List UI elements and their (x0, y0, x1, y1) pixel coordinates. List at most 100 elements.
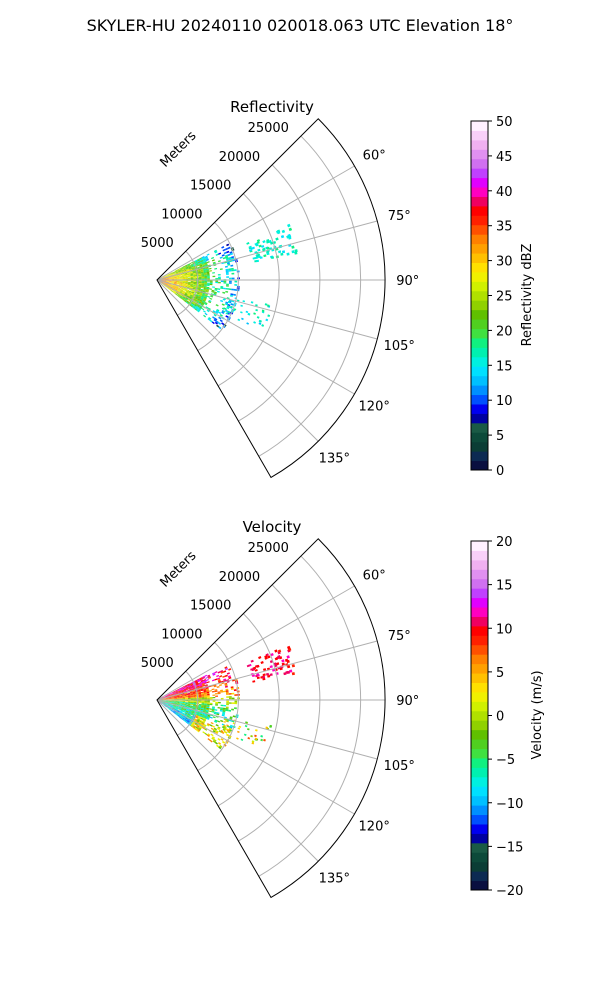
echo-cell (187, 685, 191, 688)
echo-cell (187, 282, 191, 284)
echo-cell (204, 295, 208, 298)
echo-cell (223, 678, 227, 681)
colorbar-segment (471, 234, 488, 245)
echo-cell (207, 276, 210, 278)
echo-cell (225, 690, 229, 693)
echo-cell (176, 695, 180, 697)
echo-cell (187, 277, 191, 279)
echo-cell (193, 694, 196, 696)
colorbar-segment (471, 823, 488, 834)
echo-cell (198, 281, 202, 283)
polar-grid (156, 118, 386, 479)
echo-cell (204, 713, 208, 716)
echo-cell (212, 736, 216, 739)
echo-cell (245, 310, 249, 314)
echo-cell (171, 701, 175, 702)
echo-cell (187, 694, 191, 696)
echo-cell (262, 673, 266, 677)
echo-cell (179, 278, 183, 279)
echo-cell (185, 297, 189, 300)
echo-cell (187, 694, 191, 696)
echo-cell (216, 686, 220, 688)
echo-cell (179, 716, 183, 719)
echo-cell (170, 274, 174, 276)
echo-cell (198, 707, 201, 709)
range-axis-label: Meters (158, 128, 200, 170)
echo-cell (181, 293, 185, 296)
echo-cell (179, 267, 183, 269)
echo-cell (211, 737, 215, 741)
echo-cell (228, 269, 232, 272)
echo-cell (179, 284, 183, 286)
echo-cell (209, 708, 212, 710)
echo-cell (181, 292, 185, 295)
figure-title: SKYLER-HU 20240110 020018.063 UTC Elevat… (86, 16, 514, 35)
echo-cell (189, 682, 193, 685)
echo-cell (162, 282, 166, 284)
panel-title: Velocity (243, 518, 302, 536)
echo-cell (189, 715, 193, 718)
echo-cell (196, 720, 200, 723)
echo-cell (185, 267, 189, 269)
echo-cell (214, 719, 218, 722)
echo-cell (229, 277, 232, 280)
echo-cell (201, 722, 205, 725)
echo-cell (177, 698, 180, 699)
colorbar-tick-label: 0 (496, 464, 504, 479)
echo-cell (213, 292, 217, 295)
echo-cell (191, 266, 195, 269)
echo-cell (179, 296, 183, 299)
echo-cell (171, 702, 175, 704)
echo-cell (201, 283, 205, 285)
echo-cell (184, 284, 188, 286)
echo-cell (228, 268, 232, 271)
echo-cell (218, 277, 221, 280)
echo-cell (217, 707, 221, 709)
echo-cell (225, 315, 229, 318)
echo-cell (204, 682, 208, 685)
echo-cell (195, 681, 199, 684)
echo-cell (211, 690, 215, 693)
echo-cell (205, 267, 209, 270)
echo-cell (206, 717, 210, 720)
colorbar-segment (471, 682, 488, 693)
echo-cell (167, 694, 171, 696)
echo-cell (190, 285, 193, 288)
echo-cell (187, 702, 191, 704)
echo-cell (231, 692, 235, 695)
echo-cell (171, 696, 174, 698)
colorbar-label: Velocity (m/s) (530, 670, 545, 759)
echo-cell (200, 723, 204, 726)
echo-cell (195, 716, 199, 719)
echo-cell (213, 711, 217, 714)
echo-cell (201, 721, 205, 725)
echo-cell (188, 292, 192, 294)
echo-cell (193, 277, 197, 279)
echo-cell (226, 703, 229, 706)
echo-cell (170, 284, 174, 287)
echo-cell (198, 716, 202, 718)
echo-cell (170, 694, 174, 696)
echo-cell (217, 288, 221, 290)
echo-cell (205, 268, 209, 271)
echo-cell (267, 655, 271, 659)
echo-cell (213, 728, 217, 732)
echo-cell (265, 726, 269, 729)
echo-cell (173, 283, 177, 285)
echo-cell (179, 703, 183, 704)
echo-cell (187, 284, 191, 286)
echo-cell (164, 704, 167, 707)
echo-cell (193, 697, 197, 699)
echo-cell (231, 702, 235, 705)
echo-cell (198, 287, 201, 289)
echo-cell (224, 308, 227, 311)
echo-cell (203, 705, 207, 707)
echo-cell (203, 718, 206, 722)
echo-cell (181, 270, 184, 272)
echo-cell (170, 290, 174, 292)
echo-cell (176, 702, 180, 704)
echo-cell (180, 714, 184, 717)
echo-cell (179, 291, 183, 294)
echo-cell (203, 271, 207, 273)
